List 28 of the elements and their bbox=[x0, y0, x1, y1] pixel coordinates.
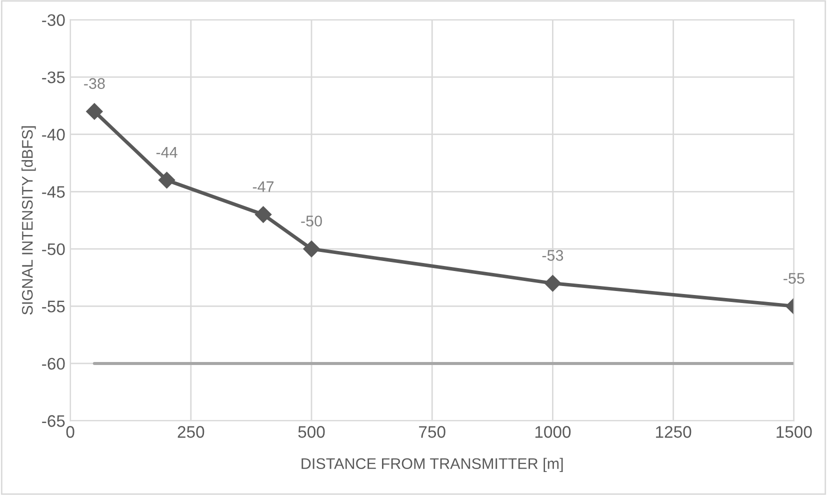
point bbox=[86, 103, 103, 120]
y-tick-label: -65 bbox=[42, 415, 65, 427]
y-tick-label: -40 bbox=[42, 128, 65, 141]
data-label: -50 bbox=[301, 216, 322, 226]
point bbox=[158, 172, 176, 189]
x-tick-label: 500 bbox=[298, 426, 325, 438]
point bbox=[544, 274, 562, 292]
x-tick-label: 250 bbox=[178, 426, 204, 438]
y-tick-label: -30 bbox=[42, 14, 65, 26]
y-tick-label: -60 bbox=[42, 358, 65, 370]
x-tick-label: 0 bbox=[66, 426, 74, 438]
y-axis-title: SIGNAL INTENSITY [dBFS] bbox=[22, 126, 36, 315]
data-label: -47 bbox=[252, 181, 274, 192]
y-tick-label: -35 bbox=[42, 71, 65, 84]
data-label: -55 bbox=[784, 273, 804, 284]
x-tick-label: 1000 bbox=[535, 426, 571, 438]
x-tick-label: 1500 bbox=[776, 426, 812, 438]
data-label: -38 bbox=[84, 78, 105, 89]
y-tick-label: -45 bbox=[42, 186, 65, 198]
x-tick-label: 750 bbox=[419, 426, 446, 438]
y-tick-label: -50 bbox=[42, 243, 65, 256]
y-tick-label: -55 bbox=[42, 300, 65, 312]
data-label: -44 bbox=[156, 147, 178, 158]
data-label: -53 bbox=[542, 250, 564, 261]
point bbox=[254, 206, 272, 223]
point bbox=[303, 240, 320, 258]
x-tick-label: 1250 bbox=[656, 426, 692, 438]
x-axis-title: DISTANCE FROM TRANSMITTER [m] bbox=[302, 458, 563, 472]
